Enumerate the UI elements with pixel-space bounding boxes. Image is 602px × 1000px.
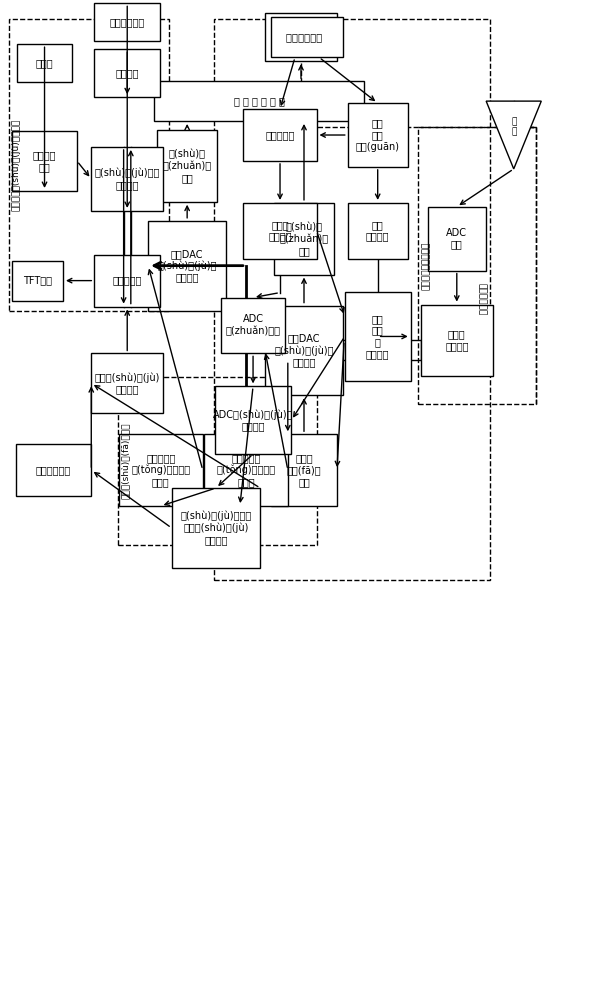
Text: 曲線數(shù)據(jù)
處理模塊: 曲線數(shù)據(jù) 處理模塊 <box>95 372 160 394</box>
Text: 前置放大器: 前置放大器 <box>265 130 295 140</box>
Text: 反饋及
校準模塊: 反饋及 校準模塊 <box>445 330 468 351</box>
FancyBboxPatch shape <box>95 49 160 97</box>
Text: 核信號時間
統(tǒng)計特性模
擬模塊: 核信號時間 統(tǒng)計特性模 擬模塊 <box>216 453 276 487</box>
FancyBboxPatch shape <box>157 130 217 202</box>
FancyBboxPatch shape <box>243 109 317 161</box>
Text: 第二DAC
數(shù)據(jù)及
控制模塊: 第二DAC 數(shù)據(jù)及 控制模塊 <box>275 334 334 367</box>
FancyBboxPatch shape <box>274 203 334 275</box>
Text: 信 號 輸 出 模 塊: 信 號 輸 出 模 塊 <box>234 96 285 106</box>
FancyBboxPatch shape <box>204 434 288 506</box>
FancyBboxPatch shape <box>348 203 408 259</box>
Text: 反饋與反演電路單元: 反饋與反演電路單元 <box>422 241 431 290</box>
Text: 顯示控制器: 顯示控制器 <box>113 276 142 286</box>
Text: 天
線: 天 線 <box>511 117 517 137</box>
FancyBboxPatch shape <box>16 444 92 496</box>
FancyBboxPatch shape <box>265 13 337 61</box>
Text: ADC
轉(zhuǎn)換器: ADC 轉(zhuǎn)換器 <box>226 314 281 336</box>
Text: TFT顯示: TFT顯示 <box>23 276 52 286</box>
Text: ADC
模塊: ADC 模塊 <box>446 228 467 250</box>
FancyBboxPatch shape <box>95 3 160 41</box>
FancyBboxPatch shape <box>215 386 291 454</box>
Text: 核信號幅度
統(tǒng)計特性模
擬模塊: 核信號幅度 統(tǒng)計特性模 擬模塊 <box>131 453 190 487</box>
Text: 數(shù)模
轉(zhuǎn)換
電路: 數(shù)模 轉(zhuǎn)換 電路 <box>163 149 212 183</box>
Text: 探  測  器: 探 測 器 <box>292 32 322 42</box>
Text: 圖像處理
模塊: 圖像處理 模塊 <box>33 150 56 172</box>
FancyBboxPatch shape <box>148 221 226 311</box>
FancyBboxPatch shape <box>154 81 364 121</box>
FancyBboxPatch shape <box>271 434 337 506</box>
Text: 多道分析單元: 多道分析單元 <box>477 283 486 316</box>
Text: 譜線繪制模塊: 譜線繪制模塊 <box>36 465 71 475</box>
Polygon shape <box>486 101 541 169</box>
FancyBboxPatch shape <box>271 17 343 57</box>
Text: 背景噪
聲發(fā)生
模塊: 背景噪 聲發(fā)生 模塊 <box>287 453 321 487</box>
Text: 存儲模塊: 存儲模塊 <box>116 68 139 78</box>
Text: 第一DAC
數(shù)據(jù)及
控制模塊: 第一DAC 數(shù)據(jù)及 控制模塊 <box>157 249 217 283</box>
FancyBboxPatch shape <box>221 298 285 353</box>
Text: 數(shù)據(jù)存儲
控制模塊: 數(shù)據(jù)存儲 控制模塊 <box>95 168 160 190</box>
Text: ADC數(shù)據(jù)及
控制模塊: ADC數(shù)據(jù)及 控制模塊 <box>213 409 293 431</box>
Text: 采樣及
保持電路: 采樣及 保持電路 <box>268 220 292 242</box>
FancyBboxPatch shape <box>421 305 493 376</box>
Text: 探  測  器: 探 測 器 <box>286 32 316 42</box>
FancyBboxPatch shape <box>11 261 63 301</box>
Text: 模擬
控制
開關(guān): 模擬 控制 開關(guān) <box>356 118 400 152</box>
Text: 數(shù)據(jù)分析及
譜線數(shù)據(jù)
處理模塊: 數(shù)據(jù)分析及 譜線數(shù)據(jù) 處理模塊 <box>180 511 252 545</box>
Text: 隨機數(shù)發(fā)生單元: 隨機數(shù)發(fā)生單元 <box>121 423 130 499</box>
FancyBboxPatch shape <box>348 103 408 167</box>
Text: 攝像頭: 攝像頭 <box>36 58 54 68</box>
Text: 能譜曲線數(shù)據(jù)采集單元: 能譜曲線數(shù)據(jù)采集單元 <box>12 119 21 211</box>
Text: 數(shù)模
轉(zhuǎn)換
電路: 數(shù)模 轉(zhuǎn)換 電路 <box>279 222 329 256</box>
Text: 能級
檢測電路: 能級 檢測電路 <box>366 220 389 242</box>
FancyBboxPatch shape <box>265 306 343 395</box>
Text: 峰值
檢測
及
控制模塊: 峰值 檢測 及 控制模塊 <box>366 314 389 359</box>
FancyBboxPatch shape <box>428 207 486 271</box>
FancyBboxPatch shape <box>345 292 411 381</box>
Text: 圖像保存工具: 圖像保存工具 <box>110 17 145 27</box>
FancyBboxPatch shape <box>243 203 317 259</box>
FancyBboxPatch shape <box>92 353 163 413</box>
FancyBboxPatch shape <box>92 147 163 211</box>
FancyBboxPatch shape <box>95 255 160 307</box>
FancyBboxPatch shape <box>12 131 77 191</box>
FancyBboxPatch shape <box>17 44 72 82</box>
FancyBboxPatch shape <box>119 434 203 506</box>
FancyBboxPatch shape <box>172 488 260 568</box>
